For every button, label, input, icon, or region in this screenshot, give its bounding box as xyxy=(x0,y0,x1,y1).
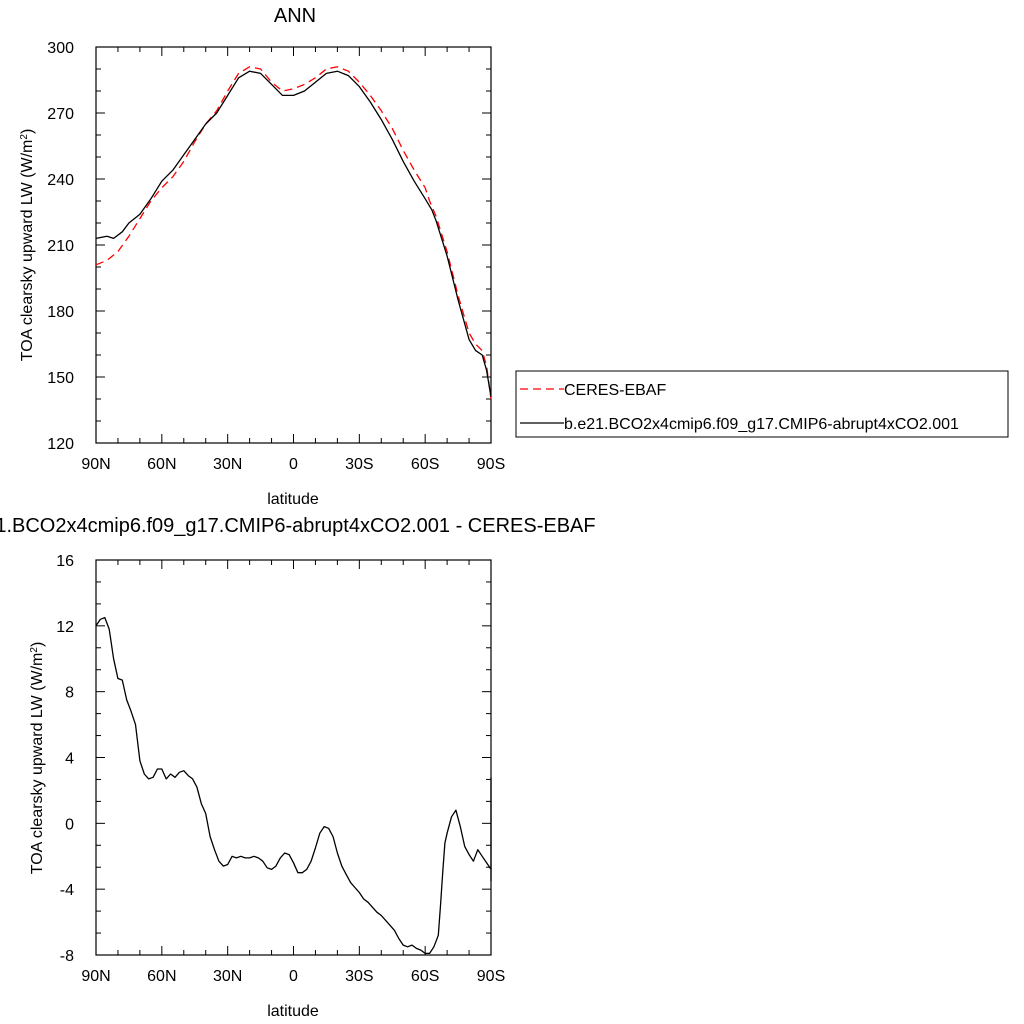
top-y-axis-label: TOA clearsky upward LW (W/m2) xyxy=(19,129,37,362)
y-tick-label: 210 xyxy=(47,238,74,255)
top-ticks: 90N 60N 30N 0 30S 60S 90S 120 150 180 210 240 270 300 xyxy=(47,40,505,473)
y-tick-label: 300 xyxy=(47,40,74,57)
y-tick-label: 0 xyxy=(65,816,74,833)
y-tick-label: 12 xyxy=(56,619,74,636)
y-tick-label: 240 xyxy=(47,172,74,189)
x-tick-label: 90N xyxy=(81,968,110,985)
x-tick-label: 90S xyxy=(477,456,505,473)
y-tick-label: 120 xyxy=(47,436,74,453)
x-tick-label: 60S xyxy=(411,968,439,985)
top-series-layer xyxy=(95,66,492,400)
y-tick-label: 270 xyxy=(47,106,74,123)
bottom-chart: b.e21.BCO2x4cmip6.f09_g17.CMIP6-abrupt4x… xyxy=(0,515,596,1020)
x-tick-label: 30S xyxy=(345,968,373,985)
y-tick-label: 8 xyxy=(65,685,74,702)
top-chart-title: ANN xyxy=(274,5,316,27)
legend-entry-model: b.e21.BCO2x4cmip6.f09_g17.CMIP6-abrupt4x… xyxy=(520,416,959,433)
bottom-ticks: 90N 60N 30N 0 30S 60S 90S -8 -4 0 4 8 12 16 xyxy=(56,553,505,985)
series-line-difference xyxy=(95,616,492,955)
legend-label-ceres-ebaf: CERES-EBAF xyxy=(564,382,666,399)
x-tick-label: 90S xyxy=(477,968,505,985)
x-tick-label: 0 xyxy=(289,968,298,985)
legend: CERES-EBAF b.e21.BCO2x4cmip6.f09_g17.CMI… xyxy=(515,370,1009,438)
legend-box xyxy=(515,370,1009,438)
bottom-plot-frame xyxy=(95,559,492,956)
top-plot-frame xyxy=(95,46,492,444)
x-tick-label: 60N xyxy=(147,456,176,473)
bottom-chart-title: b.e21.BCO2x4cmip6.f09_g17.CMIP6-abrupt4x… xyxy=(0,515,596,537)
bottom-x-axis-label: latitude xyxy=(267,1003,319,1020)
legend-label-model: b.e21.BCO2x4cmip6.f09_g17.CMIP6-abrupt4x… xyxy=(564,416,959,433)
y-tick-label: -4 xyxy=(60,882,74,899)
x-tick-label: 60N xyxy=(147,968,176,985)
x-tick-label: 30N xyxy=(213,456,242,473)
top-chart: ANN 90N 60N 30N 0 30S 60S 90S 120 150 180 210 240 27… xyxy=(19,5,506,508)
x-tick-label: 90N xyxy=(81,456,110,473)
series-line-b-e21-bco2x4cmip6-f09-g17-cmip6-abrupt4xco2-001 xyxy=(95,70,492,397)
x-tick-label: 60S xyxy=(411,456,439,473)
y-tick-label: 16 xyxy=(56,553,74,570)
x-tick-label: 0 xyxy=(289,456,298,473)
y-tick-label: 150 xyxy=(47,370,74,387)
bottom-series-layer xyxy=(95,616,492,955)
bottom-y-axis-label: TOA clearsky upward LW (W/m2) xyxy=(29,642,47,875)
legend-entry-ceres-ebaf: CERES-EBAF xyxy=(520,382,666,399)
x-tick-label: 30N xyxy=(213,968,242,985)
x-tick-label: 30S xyxy=(345,456,373,473)
top-x-axis-label: latitude xyxy=(267,491,319,508)
series-line-ceres-ebaf xyxy=(95,66,492,400)
y-tick-label: -8 xyxy=(60,948,74,965)
y-tick-label: 4 xyxy=(65,751,74,768)
y-tick-label: 180 xyxy=(47,304,74,321)
